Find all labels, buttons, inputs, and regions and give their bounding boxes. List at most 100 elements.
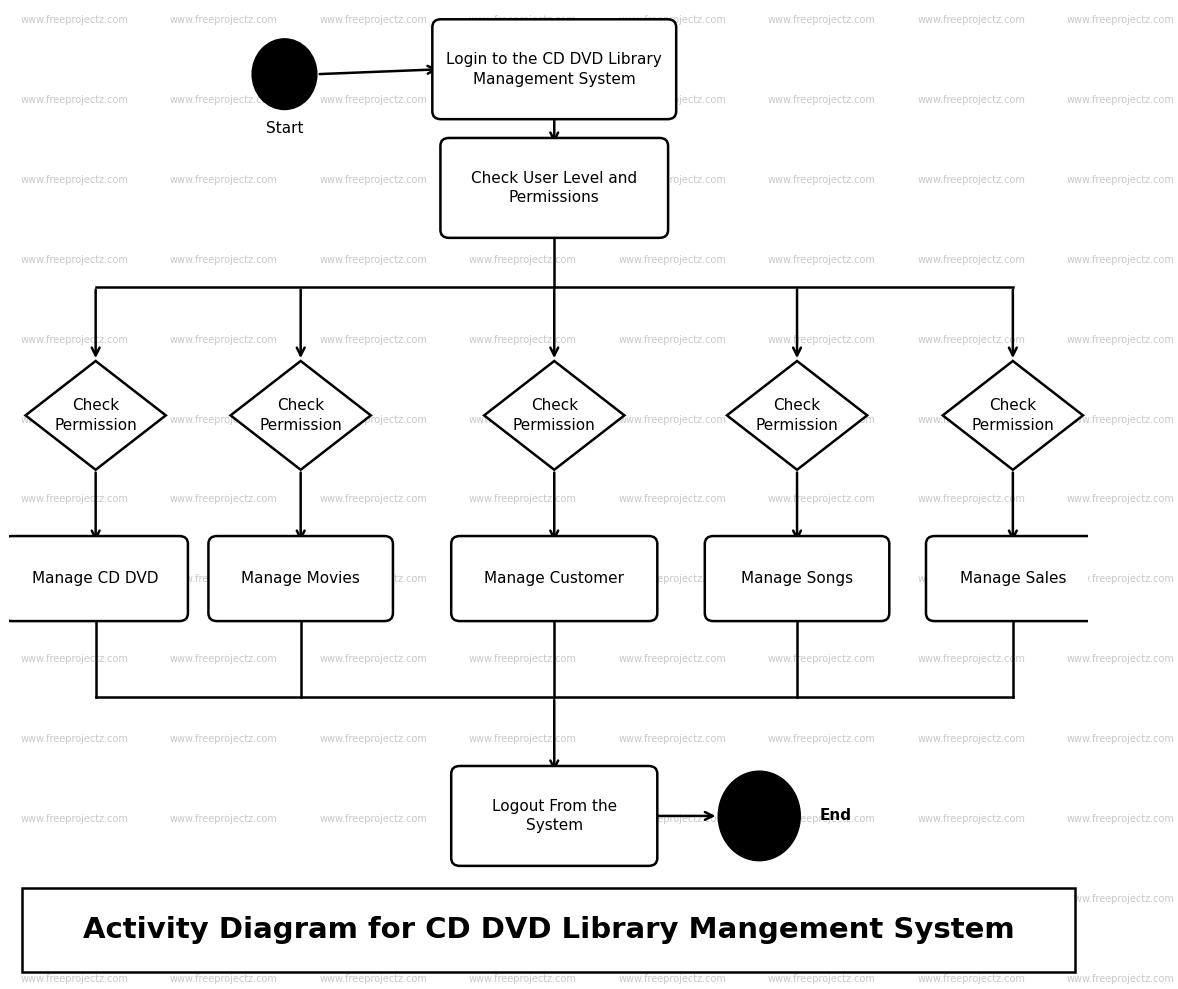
- Text: www.freeprojectz.com: www.freeprojectz.com: [768, 575, 875, 584]
- Text: Start: Start: [266, 122, 303, 136]
- Text: Check
Permission: Check Permission: [755, 398, 839, 433]
- Text: www.freeprojectz.com: www.freeprojectz.com: [618, 734, 726, 745]
- Text: Check
Permission: Check Permission: [54, 398, 137, 433]
- Text: www.freeprojectz.com: www.freeprojectz.com: [618, 414, 726, 424]
- Text: www.freeprojectz.com: www.freeprojectz.com: [20, 494, 128, 504]
- Text: www.freeprojectz.com: www.freeprojectz.com: [918, 894, 1025, 904]
- Text: www.freeprojectz.com: www.freeprojectz.com: [1067, 734, 1174, 745]
- Text: www.freeprojectz.com: www.freeprojectz.com: [768, 175, 875, 185]
- Text: www.freeprojectz.com: www.freeprojectz.com: [918, 814, 1025, 824]
- Text: www.freeprojectz.com: www.freeprojectz.com: [918, 15, 1025, 25]
- Text: www.freeprojectz.com: www.freeprojectz.com: [469, 655, 576, 665]
- Text: www.freeprojectz.com: www.freeprojectz.com: [618, 655, 726, 665]
- Text: www.freeprojectz.com: www.freeprojectz.com: [618, 974, 726, 984]
- Text: www.freeprojectz.com: www.freeprojectz.com: [319, 15, 428, 25]
- Text: www.freeprojectz.com: www.freeprojectz.com: [918, 175, 1025, 185]
- FancyBboxPatch shape: [926, 536, 1100, 621]
- Text: www.freeprojectz.com: www.freeprojectz.com: [918, 734, 1025, 745]
- FancyBboxPatch shape: [4, 536, 188, 621]
- Text: www.freeprojectz.com: www.freeprojectz.com: [768, 494, 875, 504]
- Text: Check
Permission: Check Permission: [512, 398, 596, 433]
- Text: www.freeprojectz.com: www.freeprojectz.com: [618, 175, 726, 185]
- Text: www.freeprojectz.com: www.freeprojectz.com: [768, 95, 875, 105]
- Text: www.freeprojectz.com: www.freeprojectz.com: [1067, 894, 1174, 904]
- Text: www.freeprojectz.com: www.freeprojectz.com: [319, 414, 428, 424]
- Text: www.freeprojectz.com: www.freeprojectz.com: [918, 974, 1025, 984]
- Text: Manage Movies: Manage Movies: [241, 571, 360, 586]
- Text: www.freeprojectz.com: www.freeprojectz.com: [20, 334, 128, 344]
- Text: www.freeprojectz.com: www.freeprojectz.com: [170, 494, 278, 504]
- Text: www.freeprojectz.com: www.freeprojectz.com: [768, 974, 875, 984]
- Text: www.freeprojectz.com: www.freeprojectz.com: [1067, 494, 1174, 504]
- Text: www.freeprojectz.com: www.freeprojectz.com: [618, 334, 726, 344]
- Text: www.freeprojectz.com: www.freeprojectz.com: [768, 334, 875, 344]
- Text: www.freeprojectz.com: www.freeprojectz.com: [319, 254, 428, 265]
- Text: www.freeprojectz.com: www.freeprojectz.com: [918, 334, 1025, 344]
- Text: www.freeprojectz.com: www.freeprojectz.com: [20, 95, 128, 105]
- Text: www.freeprojectz.com: www.freeprojectz.com: [768, 734, 875, 745]
- Text: www.freeprojectz.com: www.freeprojectz.com: [319, 175, 428, 185]
- Text: www.freeprojectz.com: www.freeprojectz.com: [1067, 95, 1174, 105]
- Text: www.freeprojectz.com: www.freeprojectz.com: [469, 95, 576, 105]
- Text: www.freeprojectz.com: www.freeprojectz.com: [469, 175, 576, 185]
- Text: www.freeprojectz.com: www.freeprojectz.com: [319, 334, 428, 344]
- Text: www.freeprojectz.com: www.freeprojectz.com: [319, 95, 428, 105]
- FancyBboxPatch shape: [451, 536, 657, 621]
- Text: www.freeprojectz.com: www.freeprojectz.com: [768, 414, 875, 424]
- Text: www.freeprojectz.com: www.freeprojectz.com: [20, 974, 128, 984]
- Text: www.freeprojectz.com: www.freeprojectz.com: [20, 254, 128, 265]
- Text: www.freeprojectz.com: www.freeprojectz.com: [1067, 814, 1174, 824]
- Text: www.freeprojectz.com: www.freeprojectz.com: [319, 894, 428, 904]
- Text: www.freeprojectz.com: www.freeprojectz.com: [1067, 414, 1174, 424]
- Text: www.freeprojectz.com: www.freeprojectz.com: [170, 334, 278, 344]
- Text: www.freeprojectz.com: www.freeprojectz.com: [170, 655, 278, 665]
- Text: www.freeprojectz.com: www.freeprojectz.com: [170, 95, 278, 105]
- Text: www.freeprojectz.com: www.freeprojectz.com: [918, 655, 1025, 665]
- Text: www.freeprojectz.com: www.freeprojectz.com: [20, 734, 128, 745]
- Text: www.freeprojectz.com: www.freeprojectz.com: [319, 814, 428, 824]
- Text: Manage Customer: Manage Customer: [484, 571, 624, 586]
- Text: www.freeprojectz.com: www.freeprojectz.com: [469, 254, 576, 265]
- Text: www.freeprojectz.com: www.freeprojectz.com: [170, 575, 278, 584]
- Text: www.freeprojectz.com: www.freeprojectz.com: [618, 814, 726, 824]
- Text: www.freeprojectz.com: www.freeprojectz.com: [1067, 974, 1174, 984]
- Text: www.freeprojectz.com: www.freeprojectz.com: [618, 575, 726, 584]
- Text: www.freeprojectz.com: www.freeprojectz.com: [768, 814, 875, 824]
- Text: www.freeprojectz.com: www.freeprojectz.com: [1067, 334, 1174, 344]
- Text: www.freeprojectz.com: www.freeprojectz.com: [768, 15, 875, 25]
- Text: www.freeprojectz.com: www.freeprojectz.com: [20, 575, 128, 584]
- Text: www.freeprojectz.com: www.freeprojectz.com: [1067, 175, 1174, 185]
- Text: www.freeprojectz.com: www.freeprojectz.com: [918, 95, 1025, 105]
- Text: www.freeprojectz.com: www.freeprojectz.com: [20, 414, 128, 424]
- Text: www.freeprojectz.com: www.freeprojectz.com: [170, 414, 278, 424]
- Text: www.freeprojectz.com: www.freeprojectz.com: [618, 95, 726, 105]
- Text: www.freeprojectz.com: www.freeprojectz.com: [469, 734, 576, 745]
- Text: www.freeprojectz.com: www.freeprojectz.com: [170, 814, 278, 824]
- Text: www.freeprojectz.com: www.freeprojectz.com: [1067, 575, 1174, 584]
- Text: www.freeprojectz.com: www.freeprojectz.com: [469, 414, 576, 424]
- Ellipse shape: [719, 771, 800, 860]
- Text: Check
Permission: Check Permission: [259, 398, 342, 433]
- Text: www.freeprojectz.com: www.freeprojectz.com: [319, 575, 428, 584]
- Text: www.freeprojectz.com: www.freeprojectz.com: [469, 575, 576, 584]
- Text: www.freeprojectz.com: www.freeprojectz.com: [319, 655, 428, 665]
- Text: www.freeprojectz.com: www.freeprojectz.com: [618, 254, 726, 265]
- Text: www.freeprojectz.com: www.freeprojectz.com: [170, 734, 278, 745]
- FancyBboxPatch shape: [22, 888, 1076, 971]
- FancyBboxPatch shape: [441, 137, 668, 238]
- Text: Logout From the
System: Logout From the System: [491, 798, 617, 834]
- Text: www.freeprojectz.com: www.freeprojectz.com: [20, 15, 128, 25]
- Text: Check
Permission: Check Permission: [972, 398, 1054, 433]
- Text: www.freeprojectz.com: www.freeprojectz.com: [918, 494, 1025, 504]
- Text: www.freeprojectz.com: www.freeprojectz.com: [618, 15, 726, 25]
- Text: www.freeprojectz.com: www.freeprojectz.com: [170, 974, 278, 984]
- Text: www.freeprojectz.com: www.freeprojectz.com: [170, 175, 278, 185]
- Text: www.freeprojectz.com: www.freeprojectz.com: [469, 334, 576, 344]
- Text: www.freeprojectz.com: www.freeprojectz.com: [768, 894, 875, 904]
- Text: www.freeprojectz.com: www.freeprojectz.com: [768, 655, 875, 665]
- Text: www.freeprojectz.com: www.freeprojectz.com: [918, 575, 1025, 584]
- Text: www.freeprojectz.com: www.freeprojectz.com: [1067, 15, 1174, 25]
- Text: www.freeprojectz.com: www.freeprojectz.com: [469, 894, 576, 904]
- Polygon shape: [727, 361, 867, 470]
- FancyBboxPatch shape: [451, 765, 657, 866]
